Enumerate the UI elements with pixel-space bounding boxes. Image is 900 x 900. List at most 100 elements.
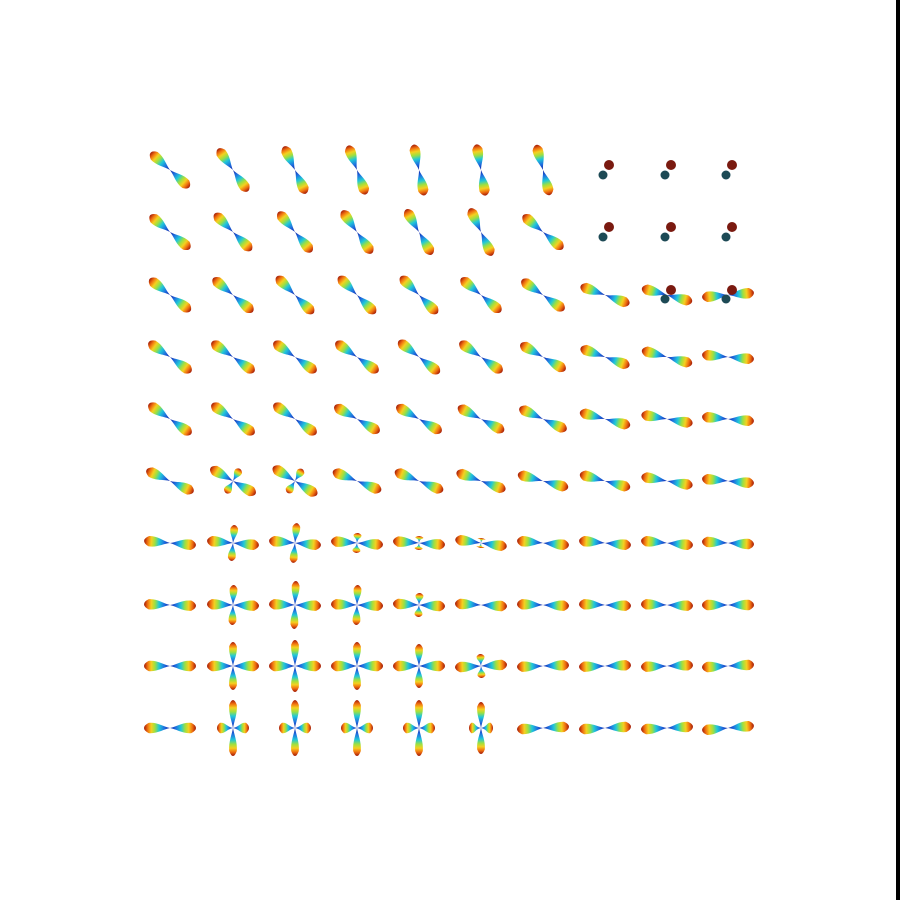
- glyph-lobe: [728, 721, 754, 732]
- glyph-lobe: [415, 593, 424, 605]
- glyph: [580, 344, 630, 370]
- glyph-lobe: [170, 539, 196, 550]
- glyph-lobe: [353, 700, 361, 728]
- glyph-lobe: [233, 232, 253, 252]
- glyph-lobe: [233, 481, 256, 497]
- glyph-lobe: [233, 722, 249, 734]
- glyph-lobe: [579, 536, 605, 547]
- glyph-lobe: [521, 278, 543, 295]
- glyph: [393, 593, 445, 617]
- glyph-lobe: [543, 295, 565, 312]
- glyph-lobe: [415, 728, 423, 756]
- glyph-lobe: [344, 145, 357, 170]
- glyph-lobe: [481, 232, 495, 256]
- glyph-lobe: [290, 605, 299, 629]
- glyph-lobe: [455, 598, 481, 610]
- glyph: [522, 213, 564, 251]
- glyph-lobe: [667, 356, 693, 368]
- glyph-lobe: [456, 468, 481, 481]
- glyph-lobe: [170, 481, 194, 495]
- glyph-lobe: [144, 536, 170, 547]
- glyph: [397, 339, 441, 375]
- glyph-lobe: [477, 702, 485, 728]
- glyph-lobe: [353, 666, 361, 690]
- glyph: [517, 470, 569, 492]
- glyph-lobe: [641, 472, 667, 484]
- glyph-grid: [144, 144, 754, 756]
- glyph: [272, 465, 318, 497]
- glyph-blob: [598, 170, 608, 180]
- glyph-lobe: [276, 211, 295, 232]
- glyph-lobe: [357, 419, 380, 435]
- glyph-lobe: [641, 346, 667, 358]
- glyph: [702, 285, 754, 304]
- glyph-lobe: [207, 536, 233, 547]
- glyph: [469, 702, 493, 754]
- glyph-blob: [721, 232, 731, 242]
- glyph: [396, 403, 442, 435]
- glyph-lobe: [295, 357, 317, 374]
- glyph-lobe: [148, 402, 170, 419]
- glyph-lobe: [295, 722, 311, 734]
- glyph-lobe: [728, 353, 754, 364]
- glyph: [393, 536, 445, 550]
- glyph-lobe: [419, 357, 441, 375]
- glyph: [660, 222, 676, 242]
- glyph-lobe: [149, 213, 170, 232]
- glyph-lobe: [476, 543, 485, 549]
- glyph-lobe: [295, 419, 317, 436]
- glyph-lobe: [393, 660, 419, 672]
- glyph-lobe: [702, 536, 728, 548]
- glyph-lobe: [170, 295, 192, 313]
- glyph-lobe: [393, 598, 419, 610]
- glyph: [472, 144, 490, 196]
- glyph-lobe: [415, 536, 424, 543]
- glyph-lobe: [469, 722, 481, 734]
- glyph-lobe: [702, 661, 728, 673]
- glyph: [702, 474, 754, 488]
- glyph-lobe: [481, 481, 506, 494]
- glyph-lobe: [295, 295, 315, 315]
- glyph-lobe: [409, 144, 421, 170]
- glyph-lobe: [641, 599, 667, 610]
- glyph-lobe: [170, 722, 196, 734]
- glyph-lobe: [357, 232, 374, 254]
- glyph-lobe: [641, 661, 667, 672]
- glyph: [460, 276, 502, 314]
- glyph-lobe: [414, 605, 423, 617]
- glyph-lobe: [605, 600, 631, 611]
- glyph-lobe: [543, 419, 567, 433]
- glyph-lobe: [394, 468, 419, 481]
- glyph-lobe: [579, 661, 605, 672]
- glyph-lobe: [728, 538, 754, 550]
- glyph: [702, 599, 754, 611]
- glyph-lobe: [170, 357, 192, 374]
- glyph-lobe: [415, 666, 423, 688]
- glyph-lobe: [542, 170, 554, 196]
- glyph-blob: [666, 222, 676, 232]
- glyph-blob: [660, 170, 670, 180]
- glyph: [399, 275, 439, 315]
- glyph: [520, 341, 566, 373]
- glyph-lobe: [702, 724, 728, 735]
- glyph-lobe: [144, 599, 170, 610]
- glyph-lobe: [233, 539, 259, 550]
- glyph-lobe: [353, 642, 361, 666]
- glyph-lobe: [472, 144, 484, 170]
- glyph-lobe: [393, 536, 419, 547]
- glyph-lobe: [477, 666, 486, 678]
- glyph: [144, 536, 196, 550]
- glyph: [276, 211, 314, 253]
- glyph-lobe: [210, 465, 233, 481]
- glyph-lobe: [522, 213, 543, 232]
- glyph: [341, 700, 373, 756]
- glyph-lobe: [605, 539, 631, 550]
- glyph: [334, 403, 380, 435]
- glyph-lobe: [543, 480, 569, 492]
- glyph-lobe: [291, 700, 299, 728]
- glyph-lobe: [702, 412, 728, 423]
- glyph-lobe: [352, 605, 361, 625]
- glyph-lobe: [295, 468, 305, 481]
- glyph: [144, 722, 196, 734]
- glyph-lobe: [223, 481, 233, 494]
